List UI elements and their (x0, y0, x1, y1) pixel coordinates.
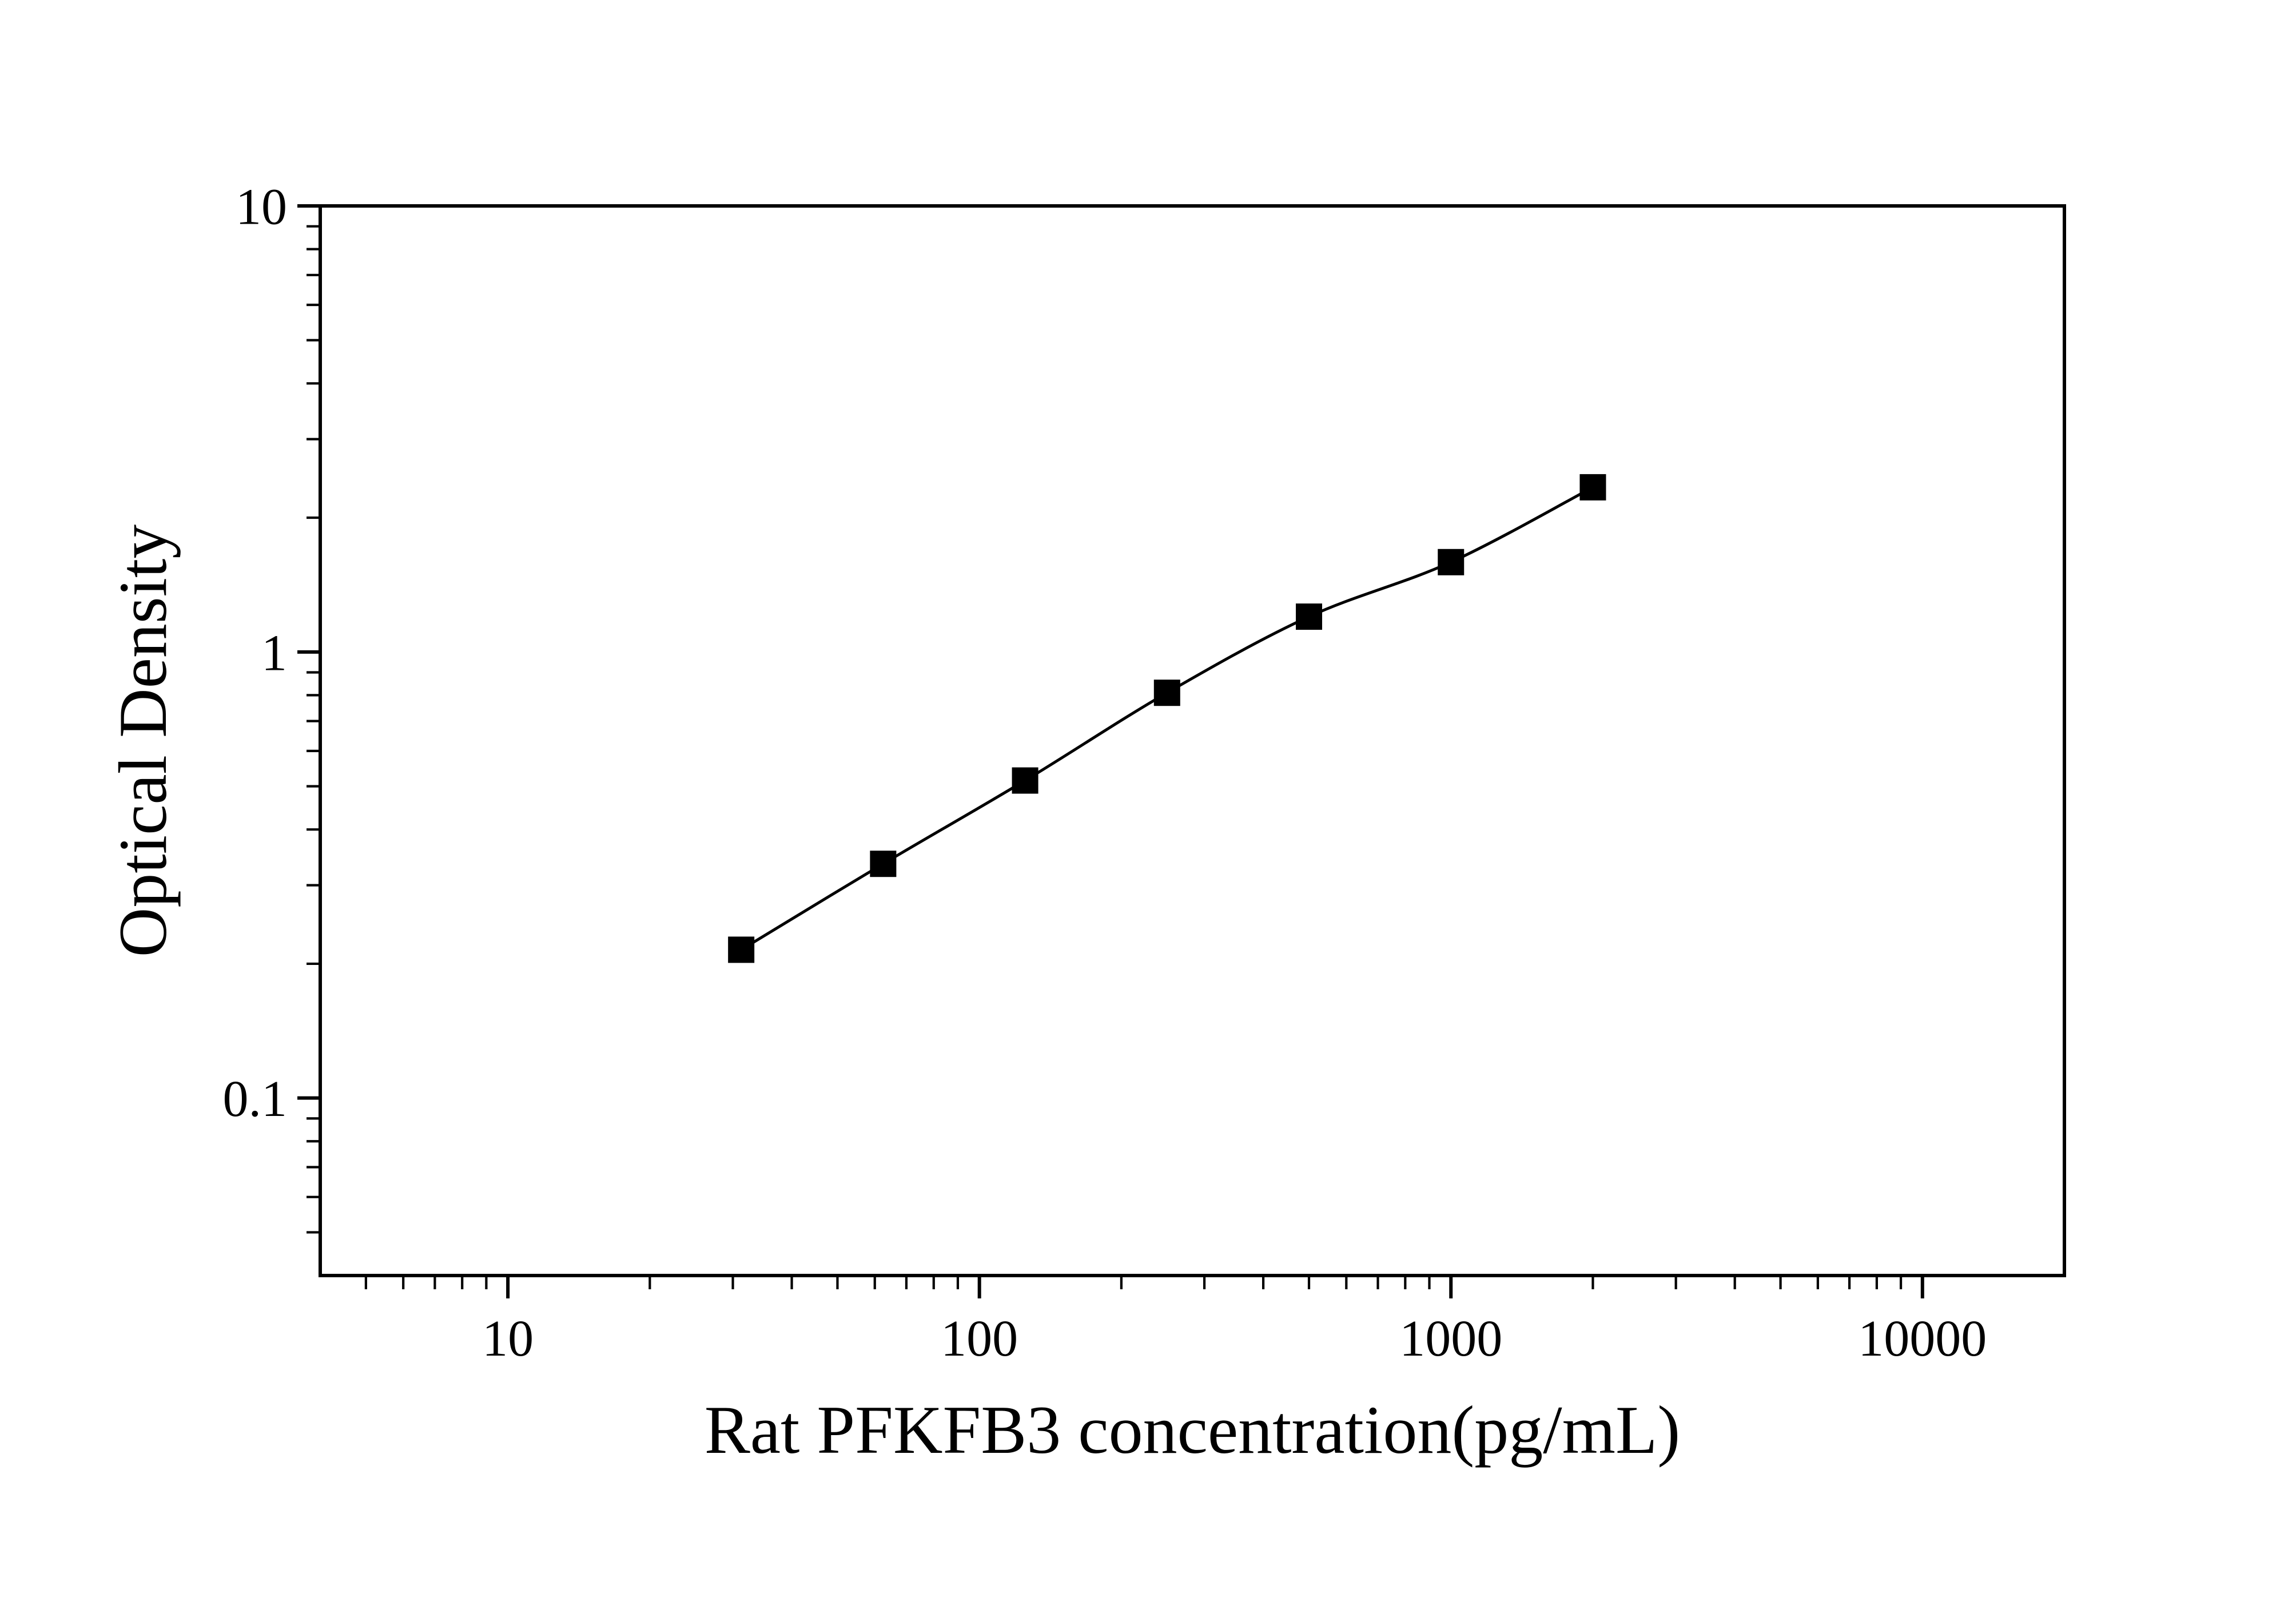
x-tick-label: 10000 (1858, 1310, 1987, 1367)
y-tick-label: 1 (261, 625, 287, 681)
x-ticks: 10 100 1000 10000 (366, 1276, 1987, 1367)
x-tick-label: 1000 (1399, 1310, 1502, 1367)
series-marker (1012, 768, 1038, 794)
series-line (741, 487, 1593, 950)
plot-frame (320, 206, 2064, 1276)
series-marker (728, 936, 754, 963)
x-axis-label: Rat PFKFB3 concentration(pg/mL) (705, 1392, 1680, 1468)
y-axis-label: Optical Density (105, 525, 181, 958)
series-marker (1154, 680, 1180, 706)
y-tick-label: 10 (236, 179, 287, 236)
series-marker (1438, 549, 1464, 575)
chart: 10 100 1000 10000 0.1 1 10 Optical Density Rat P… (0, 0, 2296, 1605)
x-tick-label: 100 (941, 1310, 1018, 1367)
x-tick-label: 10 (482, 1310, 534, 1367)
y-tick-label: 0.1 (223, 1071, 288, 1127)
series-marker (1296, 603, 1322, 630)
series-marker (1579, 474, 1606, 500)
y-ticks: 0.1 1 10 (223, 179, 321, 1233)
series-marker (870, 851, 896, 877)
